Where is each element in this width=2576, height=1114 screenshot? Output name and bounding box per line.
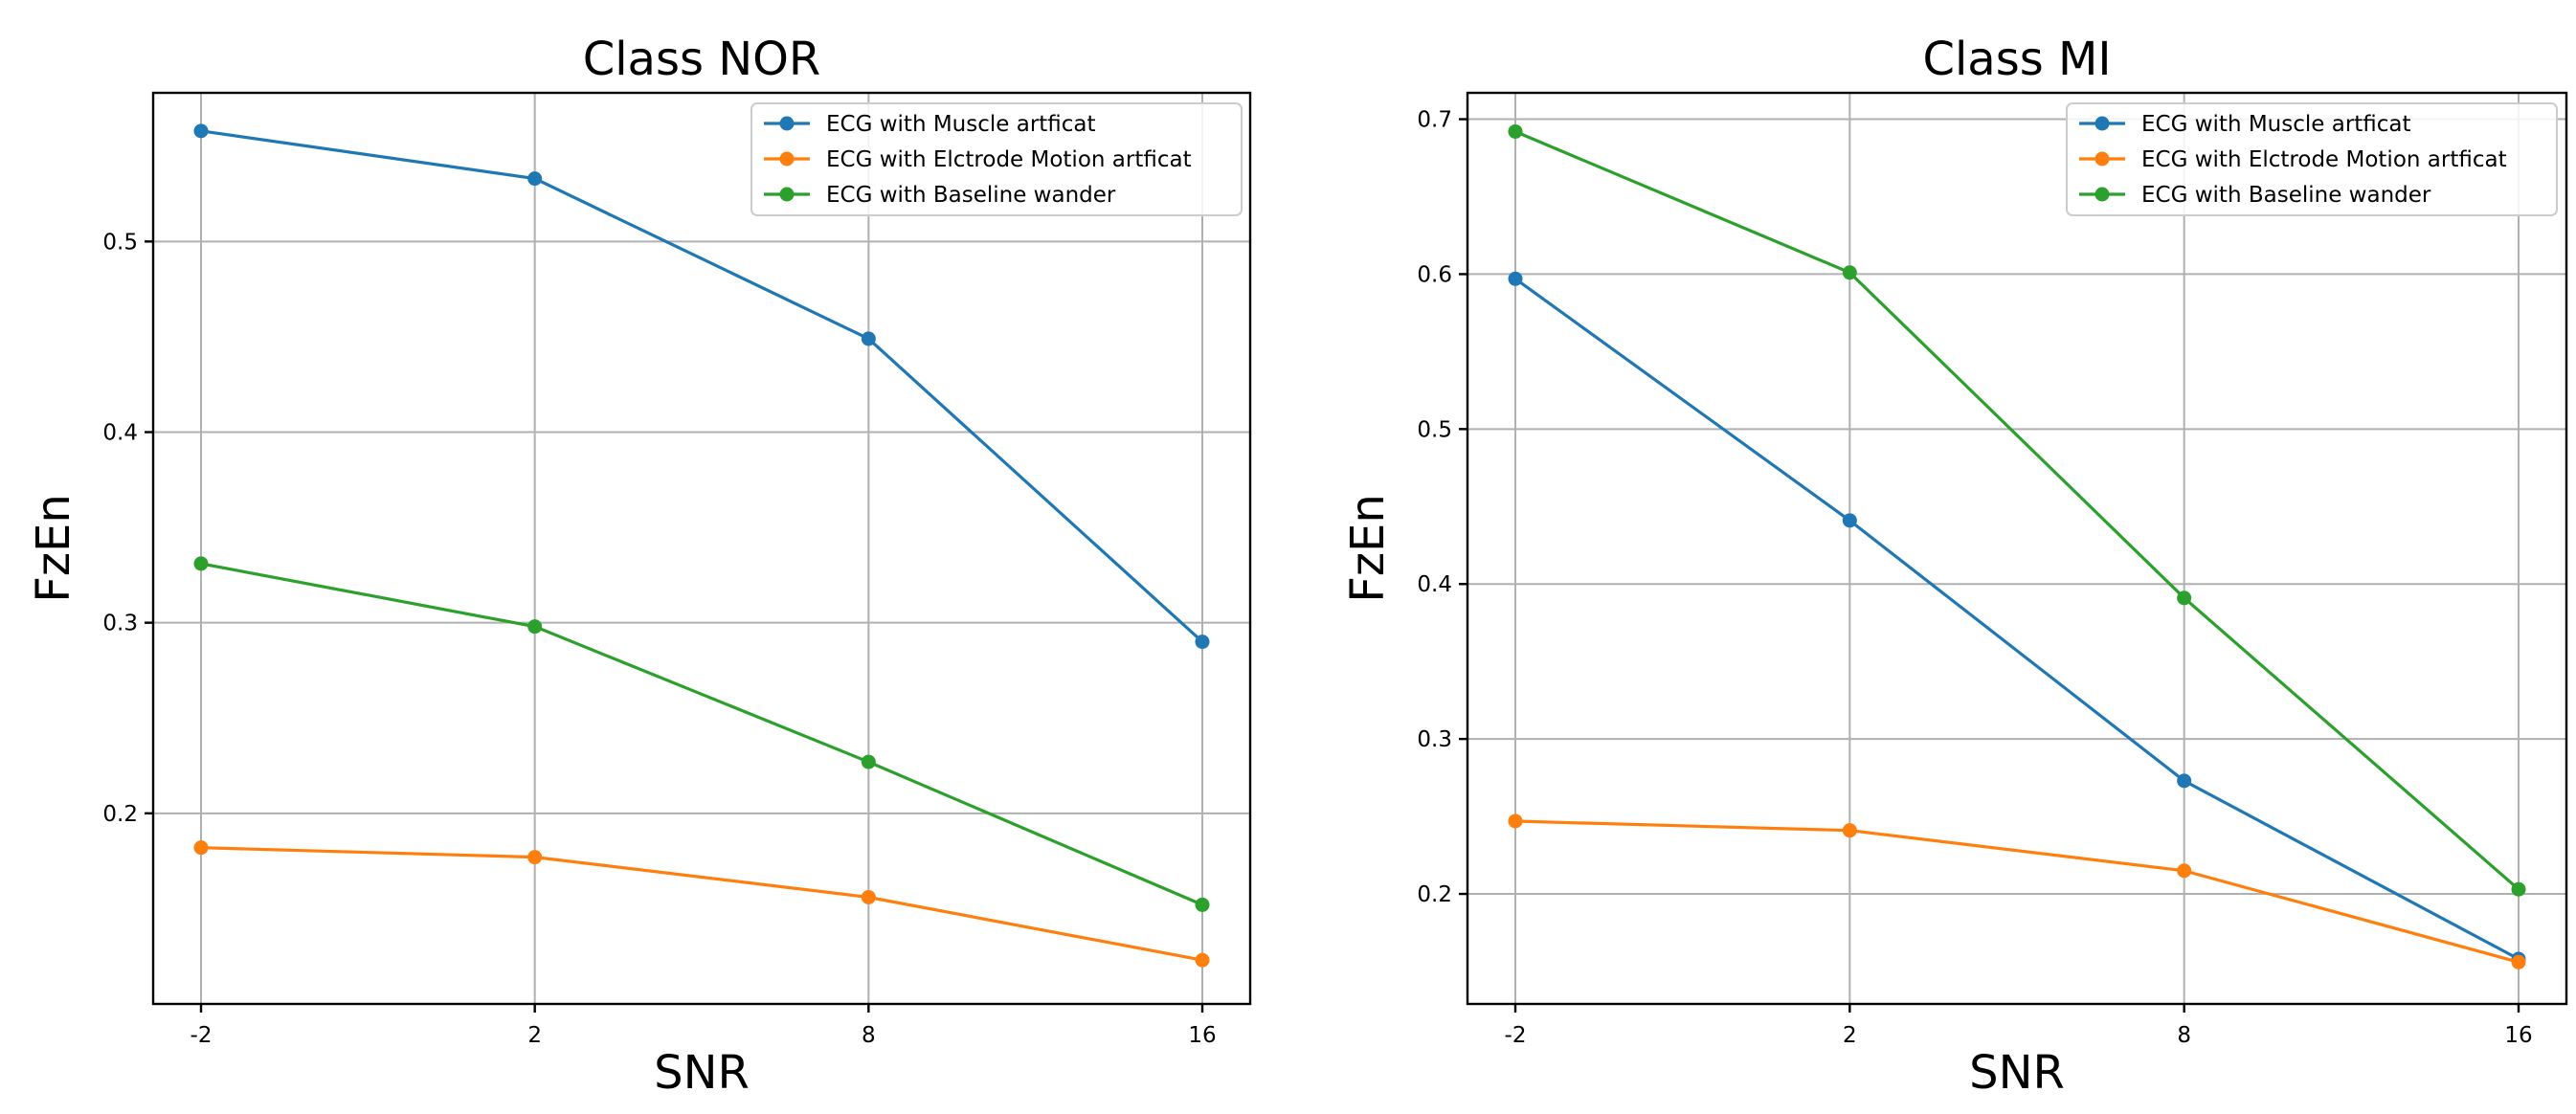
series-line-ecg-with-muscle-artficat [1514, 278, 2520, 961]
legend-label: ECG with Baseline wander [826, 183, 1116, 208]
legend-label: ECG with Elctrode Motion artficat [2141, 147, 2507, 172]
data-point-ecg-with-muscle-artficat [1195, 635, 1210, 650]
x-tick-label: 8 [862, 1023, 876, 1048]
y-tick-label: 0.4 [102, 421, 138, 446]
y-tick-label: 0.2 [102, 802, 138, 827]
y-tick-label: 0.2 [1417, 882, 1452, 907]
y-axis-label: FzEn [27, 494, 80, 603]
legend-marker-ecg-with-elctrode-motion-artficat [2094, 151, 2110, 167]
data-point-ecg-with-muscle-artficat [1842, 513, 1857, 528]
series-line-ecg-with-baseline-wander [1514, 130, 2520, 891]
chart-title: Class NOR [583, 33, 821, 86]
legend-marker-ecg-with-baseline-wander [779, 187, 795, 202]
x-tick-label: 2 [1843, 1023, 1857, 1048]
y-axis-label: FzEn [1341, 494, 1395, 603]
legend-label: ECG with Muscle artficat [826, 112, 1096, 137]
legend-marker-ecg-with-muscle-artficat [779, 116, 795, 131]
data-point-ecg-with-muscle-artficat [861, 331, 876, 346]
y-tick-label: 0.5 [1417, 417, 1452, 442]
axes-frame [151, 91, 1252, 1006]
data-point-ecg-with-elctrode-motion-artficat [861, 889, 876, 904]
x-tick-label: 8 [2177, 1023, 2191, 1048]
data-point-ecg-with-elctrode-motion-artficat [527, 850, 543, 865]
data-point-ecg-with-elctrode-motion-artficat [2177, 863, 2192, 879]
legend-label: ECG with Elctrode Motion artficat [826, 147, 1192, 172]
legend-label: ECG with Baseline wander [2141, 183, 2431, 208]
x-tick-label: 16 [1188, 1023, 1216, 1048]
data-point-ecg-with-baseline-wander [193, 556, 209, 571]
y-tick-label: 0.3 [1417, 727, 1452, 752]
y-tick-label: 0.3 [102, 612, 138, 636]
series-line-ecg-with-baseline-wander [200, 562, 1203, 906]
data-point-ecg-with-elctrode-motion-artficat [2511, 954, 2526, 969]
y-tick-label: 0.6 [1417, 262, 1452, 287]
legend: ECG with Muscle artficat ECG with Elctrod… [2066, 102, 2558, 216]
x-tick-label: -2 [1505, 1023, 1527, 1048]
legend-label: ECG with Muscle artficat [2141, 112, 2411, 137]
y-tick-label: 0.5 [102, 230, 138, 255]
chart-class-mi: -2 2 8 16 0.2 0.3 0.4 0.5 0.6 0.7 Class MI SNR FzEn E… [1341, 33, 2568, 1100]
data-point-ecg-with-baseline-wander [1842, 265, 1857, 280]
y-tick-label: 0.7 [1417, 108, 1452, 133]
series-line-ecg-with-elctrode-motion-artficat [1514, 819, 2520, 964]
data-point-ecg-with-muscle-artficat [527, 171, 543, 187]
data-point-ecg-with-baseline-wander [861, 754, 876, 769]
legend: ECG with Muscle artficat ECG with Elctrod… [750, 102, 1243, 216]
data-point-ecg-with-muscle-artficat [193, 123, 209, 139]
data-point-ecg-with-baseline-wander [2511, 881, 2526, 897]
legend-marker-ecg-with-elctrode-motion-artficat [779, 151, 795, 167]
data-point-ecg-with-muscle-artficat [2177, 773, 2192, 789]
data-point-ecg-with-elctrode-motion-artficat [1508, 813, 1523, 829]
data-point-ecg-with-elctrode-motion-artficat [1842, 823, 1857, 838]
data-point-ecg-with-baseline-wander [2177, 590, 2192, 606]
y-tick-label: 0.4 [1417, 572, 1452, 597]
data-point-ecg-with-elctrode-motion-artficat [1195, 952, 1210, 968]
x-axis-label: SNR [1969, 1046, 2065, 1100]
data-point-ecg-with-elctrode-motion-artficat [193, 840, 209, 856]
legend-box [750, 102, 1243, 216]
data-point-ecg-with-muscle-artficat [1508, 271, 1523, 286]
chart-class-nor: -2 2 8 16 0.2 0.3 0.4 0.5 Class NOR SNR FzEn ECG wi… [27, 33, 1252, 1100]
data-point-ecg-with-baseline-wander [1195, 897, 1210, 912]
x-tick-label: 16 [2504, 1023, 2532, 1048]
axes-frame [1466, 91, 2568, 1006]
legend-marker-ecg-with-baseline-wander [2094, 187, 2110, 202]
x-tick-label: -2 [190, 1023, 213, 1048]
x-axis-label: SNR [654, 1046, 750, 1100]
data-point-ecg-with-baseline-wander [1508, 123, 1523, 139]
series-line-ecg-with-elctrode-motion-artficat [200, 846, 1203, 962]
series-line-ecg-with-muscle-artficat [200, 129, 1204, 643]
data-point-ecg-with-baseline-wander [527, 619, 543, 635]
legend-marker-ecg-with-muscle-artficat [2094, 116, 2110, 131]
x-tick-label: 2 [527, 1023, 542, 1048]
chart-title: Class MI [1922, 33, 2111, 86]
legend-box [2066, 102, 2558, 216]
